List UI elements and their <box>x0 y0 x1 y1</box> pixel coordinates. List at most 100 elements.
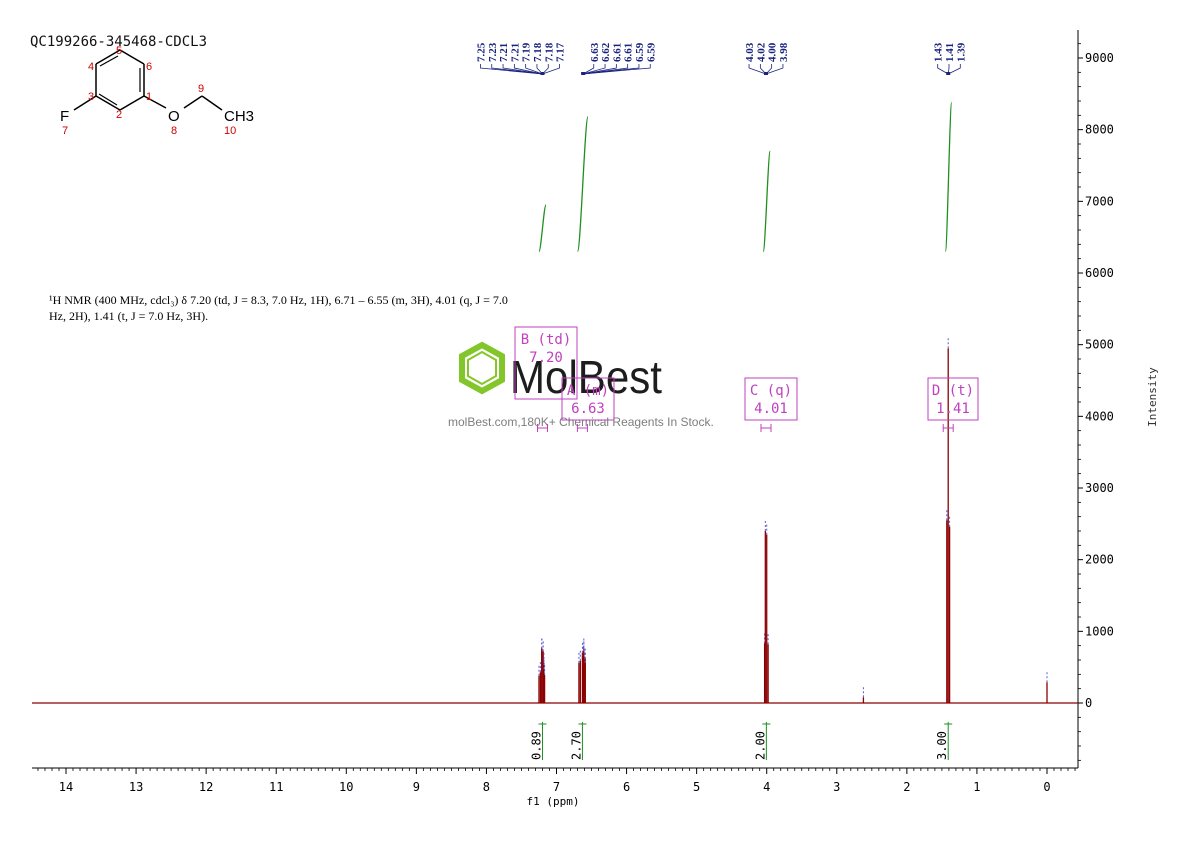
x-tick-label: 7 <box>553 780 560 794</box>
peak-label: 7.18 <box>543 42 555 62</box>
y-tick-label: 1000 <box>1085 624 1114 638</box>
atom-f: F <box>60 108 69 125</box>
y-tick-label: 2000 <box>1085 553 1114 567</box>
peak-label-leader <box>748 64 767 75</box>
y-tick-label: 5000 <box>1085 338 1114 352</box>
watermark-brand: MolBest <box>510 351 662 403</box>
peak-label: 1.41 <box>944 43 956 62</box>
peak-label-leader <box>583 64 617 75</box>
y-tick-label: 7000 <box>1085 194 1114 208</box>
x-tick-label: 2 <box>903 780 910 794</box>
multiplet-shift: 7.20 <box>529 350 563 366</box>
watermark: MolBest molBest.com,180K+ Chemical Reage… <box>448 341 714 429</box>
ring-number-1: 1 <box>146 91 152 103</box>
multiplet-label: B (td) <box>521 332 572 348</box>
chain-number-9: 9 <box>198 83 204 95</box>
y-tick-label: 4000 <box>1085 409 1114 423</box>
x-tick-label: 3 <box>833 780 840 794</box>
multiplet-shift: 1.41 <box>936 401 970 417</box>
y-tick-label: 9000 <box>1085 51 1114 65</box>
ring-number-5: 5 <box>116 45 122 57</box>
peak-label-leader <box>582 64 595 75</box>
ring-number-3: 3 <box>88 91 94 103</box>
peak-label: 7.19 <box>521 42 533 62</box>
peak-label-leader <box>525 64 543 75</box>
peak-label: 3.98 <box>778 42 790 62</box>
peak-label-leader <box>513 64 543 75</box>
x-tick-label: 8 <box>483 780 490 794</box>
multiplet-box <box>927 377 979 421</box>
integral-curve <box>576 116 589 253</box>
integral-curve <box>944 101 953 253</box>
peak-label: 6.62 <box>600 42 612 62</box>
peak-label: 6.61 <box>611 43 623 62</box>
x-tick-label: 11 <box>269 780 283 794</box>
multiplet-box <box>561 377 615 421</box>
x-tick-label: 14 <box>59 780 73 794</box>
axes: 14 13 12 11 10 9 8 7 6 5 4 3 2 1 001000200030004000500… <box>32 30 1114 794</box>
multiplet-label: D (t) <box>932 383 974 399</box>
x-tick-label: 13 <box>129 780 143 794</box>
peak-label-marker <box>581 72 586 75</box>
peak-label: 7.21 <box>509 43 521 62</box>
x-tick-label: 1 <box>973 780 980 794</box>
ring-number-6: 6 <box>146 61 152 73</box>
ring-number-4: 4 <box>88 61 94 73</box>
integral-value: 2.00 <box>753 731 767 760</box>
peak-label: 4.00 <box>767 42 779 62</box>
watermark-tagline: molBest.com,180K+ Chemical Reagents In S… <box>448 415 714 429</box>
y-tick-label: 6000 <box>1085 266 1114 280</box>
molecule-structure: F O CH3 7 8 10 1 2 3 4 5 6 9 <box>60 45 254 137</box>
multiplet-label: A (m) <box>567 383 609 399</box>
peak-label-leader <box>542 64 560 75</box>
peak-labels: 7.25 7.23 7.21 7.21 7.19 7.18 7.18 7.17 6.63 6.62… <box>475 42 967 75</box>
peak-label-leader <box>948 64 961 75</box>
atom-number-7: 7 <box>62 125 68 137</box>
x-axis-label: f1 (ppm) <box>527 795 580 808</box>
y-axis-label: Intensity <box>1146 367 1159 427</box>
peak-label-marker <box>764 72 769 75</box>
peak-label: 7.18 <box>532 42 544 62</box>
integral-curve <box>762 150 771 253</box>
peak-label-leader <box>583 64 651 75</box>
x-tick-label: 10 <box>339 780 353 794</box>
integral-value: 2.70 <box>569 731 583 760</box>
y-tick-label: 3000 <box>1085 481 1114 495</box>
peak-label: 7.17 <box>555 42 567 62</box>
x-tick-label: 0 <box>1043 780 1050 794</box>
multiplet-box <box>744 377 798 421</box>
peak-label-leader <box>480 64 543 75</box>
peak-label: 6.61 <box>623 43 635 62</box>
integral-curves <box>538 101 953 253</box>
multiplet-boxes: B (td) 7.20 A (m) 6.63 C (q) 4.01 D (t) 1.41 <box>514 326 979 432</box>
peak-label: 7.21 <box>498 43 510 62</box>
peak-label: 6.59 <box>645 42 657 62</box>
multiplet-label: C (q) <box>750 383 792 399</box>
multiplet-shift: 4.01 <box>754 401 788 417</box>
peak-label: 1.43 <box>933 42 945 62</box>
peak-label: 7.25 <box>475 42 487 62</box>
peak-label-leader <box>502 64 543 75</box>
watermark-logo-icon <box>459 341 505 395</box>
atom-o: O <box>168 108 180 125</box>
x-tick-label: 6 <box>623 780 630 794</box>
y-tick-label: 8000 <box>1085 123 1114 137</box>
nmr-description-line1: ¹H NMR (400 MHz, cdcl₃) δ 7.20 (td, J = … <box>49 293 508 307</box>
y-tick-label: 0 <box>1085 696 1092 710</box>
nmr-description-line2: Hz, 2H), 1.41 (t, J = 7.0 Hz, 3H). <box>49 309 208 323</box>
x-tick-label: 12 <box>199 780 213 794</box>
atom-number-8: 8 <box>171 125 177 137</box>
spectrum-trace <box>32 338 1078 704</box>
peak-label: 4.03 <box>744 42 756 62</box>
peak-label-leader <box>765 64 784 75</box>
x-tick-label: 4 <box>763 780 770 794</box>
peak-label: 4.02 <box>755 42 767 62</box>
atom-ch3: CH3 <box>224 108 254 125</box>
multiplet-box <box>514 326 578 400</box>
atom-number-10: 10 <box>224 125 236 137</box>
x-tick-label: 9 <box>413 780 420 794</box>
multiplet-shift: 6.63 <box>571 401 605 417</box>
integral-value: 0.89 <box>529 731 543 760</box>
peak-label: 6.59 <box>634 42 646 62</box>
